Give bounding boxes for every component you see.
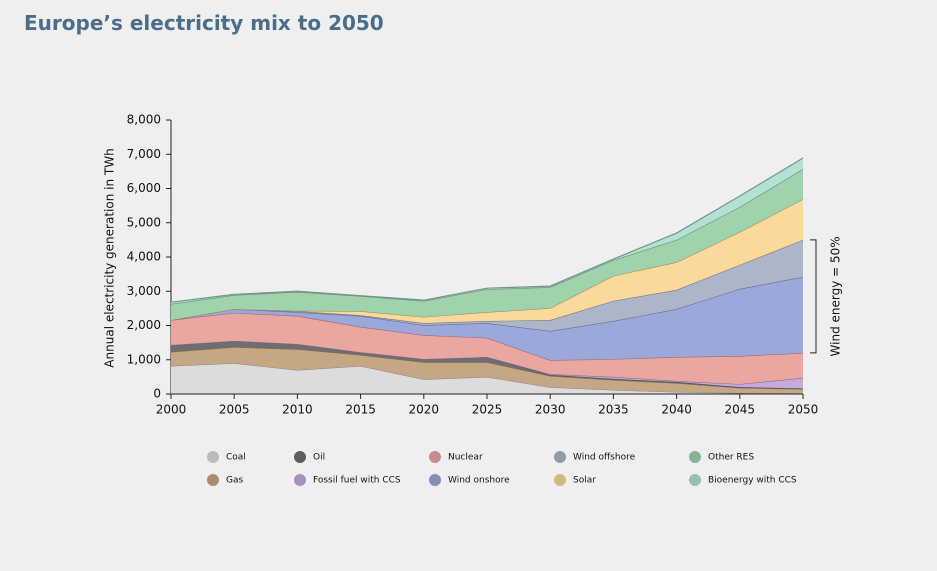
y-tick-label: 7,000 — [127, 147, 161, 161]
x-tick-label: 2050 — [788, 403, 819, 417]
area-edge — [170, 157, 804, 303]
legend-label: Wind onshore — [448, 476, 510, 486]
legend-label: Oil — [313, 453, 325, 463]
x-tick-label: 2025 — [472, 403, 503, 417]
legend-marker — [207, 474, 219, 486]
y-tick-label: 0 — [153, 387, 161, 401]
legend-label: Nuclear — [448, 453, 483, 463]
area — [171, 239, 803, 331]
chart-title: Europe’s electricity mix to 2050 — [24, 11, 384, 35]
legend-label: Coal — [226, 453, 246, 463]
x-tick-label: 2035 — [598, 403, 629, 417]
x-tick-label: 2030 — [535, 403, 566, 417]
legend-marker — [429, 451, 441, 463]
legend-label: Fossil fuel with CCS — [313, 476, 401, 486]
y-tick-label: 2,000 — [127, 318, 161, 332]
legend-label: Solar — [573, 476, 596, 486]
legend-marker — [207, 451, 219, 463]
x-tick-label: 2040 — [661, 403, 692, 417]
area — [171, 312, 803, 385]
y-tick-label: 6,000 — [127, 181, 161, 195]
legend-label: Wind offshore — [573, 453, 636, 463]
legend-marker — [554, 474, 566, 486]
legend-marker — [294, 474, 306, 486]
area — [171, 199, 803, 324]
y-tick-label: 1,000 — [127, 352, 161, 366]
area — [171, 168, 803, 321]
x-tick-label: 2020 — [409, 403, 440, 417]
annotation: Wind energy = 50% — [829, 236, 843, 356]
area — [171, 363, 803, 394]
x-tick-label: 2005 — [219, 403, 250, 417]
bracket — [810, 239, 817, 354]
y-tick-label: 4,000 — [127, 250, 161, 264]
y-tick-label: 3,000 — [127, 284, 161, 298]
x-tick-label: 2015 — [345, 403, 376, 417]
x-tick-label: 2000 — [156, 403, 187, 417]
y-tick-label: 5,000 — [127, 215, 161, 229]
legend-marker — [294, 451, 306, 463]
legend-label: Other RES — [708, 453, 754, 463]
legend-label: Gas — [226, 476, 243, 486]
legend-marker — [429, 474, 441, 486]
y-tick-label: 8,000 — [127, 113, 161, 127]
area — [171, 276, 803, 361]
legend-marker — [554, 451, 566, 463]
y-axis-label: Annual electricity generation in TWh — [103, 148, 117, 367]
legend-marker — [689, 474, 701, 486]
legend-label: Bioenergy with CCS — [708, 476, 797, 486]
x-tick-label: 2045 — [725, 403, 756, 417]
legend-marker — [689, 451, 701, 463]
area — [171, 340, 803, 389]
x-tick-label: 2010 — [282, 403, 313, 417]
